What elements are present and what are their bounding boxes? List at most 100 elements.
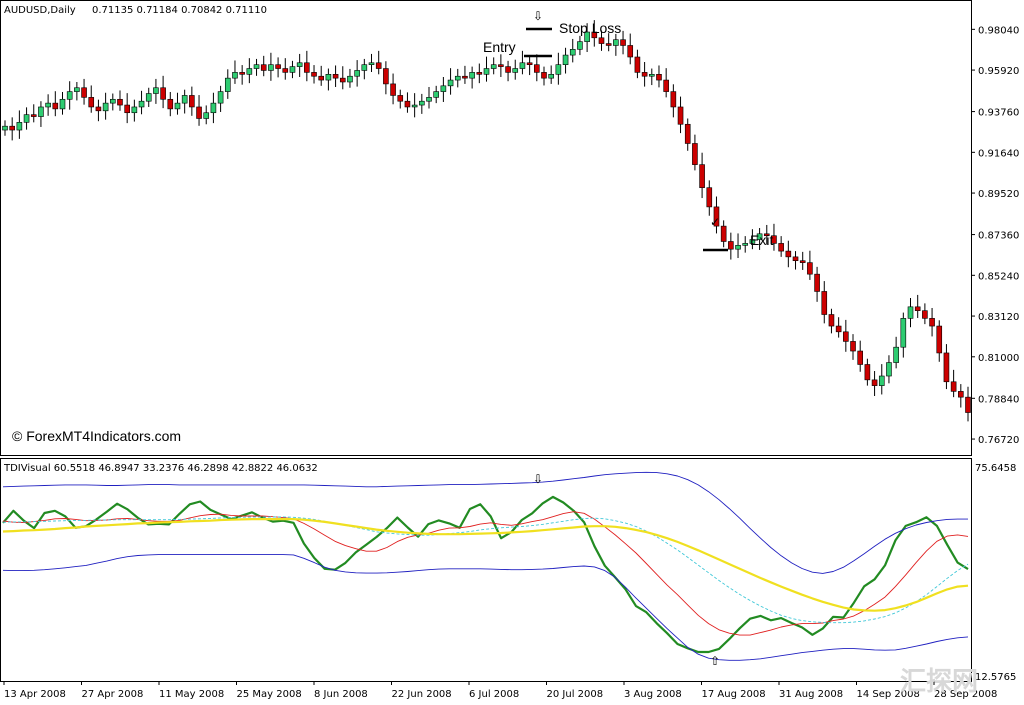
tdi-market-baseline-fast — [2, 516, 969, 624]
bull-candle — [742, 243, 749, 246]
bull-candle — [361, 64, 368, 71]
bear-candle — [713, 206, 720, 227]
time-tick-label: 6 Jul 2008 — [469, 689, 519, 700]
chart-title: AUDUSD,Daily — [4, 5, 76, 16]
bear-candle — [282, 68, 289, 73]
bear-candle — [117, 98, 123, 106]
bull-candle — [886, 362, 892, 377]
watermark-logo: 汇探网 — [900, 667, 978, 697]
bear-candle — [670, 91, 677, 108]
bear-candle — [677, 106, 684, 125]
bear-candle — [526, 62, 533, 65]
ohlc-header: 0.71135 0.71184 0.70842 0.71110 — [92, 5, 267, 16]
tdi-volatility-upper — [2, 471, 968, 574]
bear-candle — [965, 396, 971, 413]
time-tick-label: 28 Sep 2008 — [934, 689, 997, 700]
bull-candle — [426, 97, 432, 102]
bear-candle — [706, 187, 713, 208]
bull-candle — [59, 98, 66, 110]
bull-candle — [224, 77, 231, 92]
bull-candle — [878, 375, 885, 386]
price-tick-label: 0.91640 — [978, 148, 1019, 159]
bear-candle — [958, 391, 964, 398]
bear-candle — [922, 310, 928, 319]
bear-candle — [835, 325, 842, 333]
bull-candle — [483, 68, 490, 75]
sell-arrow-icon: ⇩ — [533, 9, 543, 23]
indicator-up-arrow-icon: ⇧ — [710, 654, 720, 668]
bull-candle — [512, 68, 519, 73]
bull-candle — [203, 112, 210, 119]
time-tick-label: 8 Jun 2008 — [314, 689, 368, 700]
time-axis: 13 Apr 2008 27 Apr 2008 11 May 2008 25 May … — [3, 681, 997, 700]
bear-candle — [634, 56, 641, 73]
bull-candle — [23, 114, 30, 123]
bear-candle — [239, 72, 245, 75]
bear-candle — [914, 306, 921, 311]
bear-candle — [763, 233, 770, 237]
price-tick-label: 0.98040 — [978, 25, 1019, 36]
bear-candle — [52, 102, 59, 110]
bear-candle — [850, 341, 856, 352]
bull-candle — [419, 100, 425, 106]
time-tick-label: 31 Aug 2008 — [779, 689, 843, 700]
bull-candle — [648, 74, 655, 77]
bear-candle — [81, 87, 87, 98]
price-tick-label: 0.85240 — [978, 271, 1019, 282]
bear-candle — [375, 62, 382, 69]
bull-candle — [447, 79, 454, 87]
bull-candle — [45, 102, 51, 108]
bear-candle — [864, 364, 871, 381]
bull-candle — [253, 64, 260, 69]
bull-candle — [174, 102, 181, 110]
bear-candle — [404, 100, 411, 108]
price-tick-label: 0.76720 — [978, 435, 1019, 446]
bear-candle — [124, 104, 130, 114]
time-tick-label: 3 Aug 2008 — [624, 689, 682, 700]
main-panel-frame — [0, 0, 972, 456]
check-mark-icon: ✓ — [710, 215, 720, 229]
bear-candle — [950, 381, 957, 392]
bull-candle — [74, 87, 80, 92]
bull-candle — [232, 72, 238, 79]
bear-candle — [605, 43, 612, 46]
bull-candle — [893, 346, 899, 363]
bear-candle — [505, 66, 511, 73]
bear-candle — [728, 241, 734, 250]
bear-candle — [943, 352, 950, 383]
bull-candle — [454, 75, 461, 81]
bear-candle — [318, 75, 325, 81]
bull-candle — [66, 91, 73, 100]
bear-candle — [541, 72, 547, 79]
bear-candle — [390, 83, 396, 96]
bull-candle — [38, 106, 44, 117]
trade-annotations: Stop Loss Entry Exit ⇩ ✓ ⇩ ⇧ — [483, 9, 773, 668]
bear-candle — [785, 250, 792, 258]
bear-candle — [821, 291, 828, 315]
bull-candle — [555, 64, 562, 75]
indicator-tick-label: 75.6458 — [975, 463, 1016, 474]
bull-candle — [548, 74, 554, 79]
bull-candle — [109, 98, 116, 104]
bull-candle — [411, 104, 418, 108]
bull-candle — [562, 54, 569, 65]
tdi-volatility-lower — [2, 554, 969, 661]
bear-candle — [332, 74, 339, 79]
bear-candle — [304, 62, 310, 73]
bear-candle — [598, 37, 605, 44]
time-tick-label: 14 Sep 2008 — [857, 689, 920, 700]
indicator-tick-label: 12.5765 — [975, 672, 1016, 683]
indicator-axis: 75.6458 12.5765 — [975, 463, 1016, 683]
bear-candle — [641, 72, 648, 77]
bull-candle — [268, 64, 274, 71]
bear-candle — [397, 95, 404, 102]
price-axis: 0.98040 0.95920 0.93760 0.91640 0.89520 0.873… — [971, 25, 1019, 446]
bull-candle — [347, 75, 353, 83]
bear-candle — [591, 31, 598, 39]
time-tick-label: 17 Aug 2008 — [702, 689, 766, 700]
time-tick-label: 27 Apr 2008 — [82, 689, 144, 700]
bull-candle — [289, 66, 296, 73]
price-tick-label: 0.93760 — [978, 108, 1019, 119]
bull-candle — [584, 31, 590, 42]
bear-candle — [95, 106, 102, 112]
